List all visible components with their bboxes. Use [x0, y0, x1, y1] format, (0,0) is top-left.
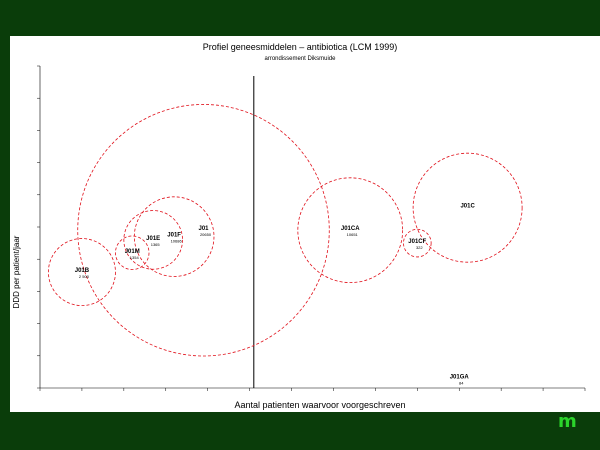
bubble-j01 [77, 104, 330, 357]
bubble-label-j01: J01 [198, 226, 209, 232]
chart-subtitle: arrondissement Diksmuide [264, 56, 336, 62]
bubble-value-j01f: 10686 [171, 239, 183, 244]
bubble-label-j01b: J01B [75, 268, 90, 274]
bubble-label-j01m: J01M [125, 249, 140, 255]
bubble-j01f [133, 196, 215, 277]
bubble-label-j01ga: J01GA [450, 374, 470, 380]
bubble-j01m [115, 235, 150, 270]
chart-title: Profiel geneesmiddelen – antibiotica (LC… [203, 42, 398, 52]
bubble-label-j01e: J01E [146, 236, 160, 242]
bubble-value-j01m: 1354 [130, 255, 140, 260]
chart-panel: Profiel geneesmiddelen – antibiotica (LC… [10, 36, 600, 412]
bubble-value-j01ga: 84 [459, 380, 464, 385]
bubble-label-j01f: J01F [167, 233, 181, 239]
bubble-value-j01cf: 322 [416, 245, 423, 250]
bubble-j01e [123, 210, 183, 270]
bubble-value-j01b: 2 500 [79, 274, 90, 279]
bubble-label-j01c: J01C [460, 204, 475, 210]
bubble-j01c [412, 152, 523, 263]
bubble-j01ca [297, 177, 404, 284]
bubble-j01cf [403, 228, 432, 258]
bubble-label-j01cf: J01CF [408, 239, 426, 245]
bubble-value-j01ca: 10651 [347, 232, 359, 237]
bubble-chart: Profiel geneesmiddelen – antibiotica (LC… [12, 42, 586, 410]
y-axis-label: DDD per patient/jaar [12, 235, 21, 308]
bubble-label-j01ca: J01CA [341, 226, 360, 232]
bubble-value-j01: 20650 [200, 232, 212, 237]
logo: m [558, 411, 577, 432]
bubble-value-j01e: 1365 [151, 242, 161, 247]
x-axis-label: Aantal patienten waarvoor voorgeschreven [234, 400, 405, 410]
bubble-j01b [47, 238, 116, 307]
